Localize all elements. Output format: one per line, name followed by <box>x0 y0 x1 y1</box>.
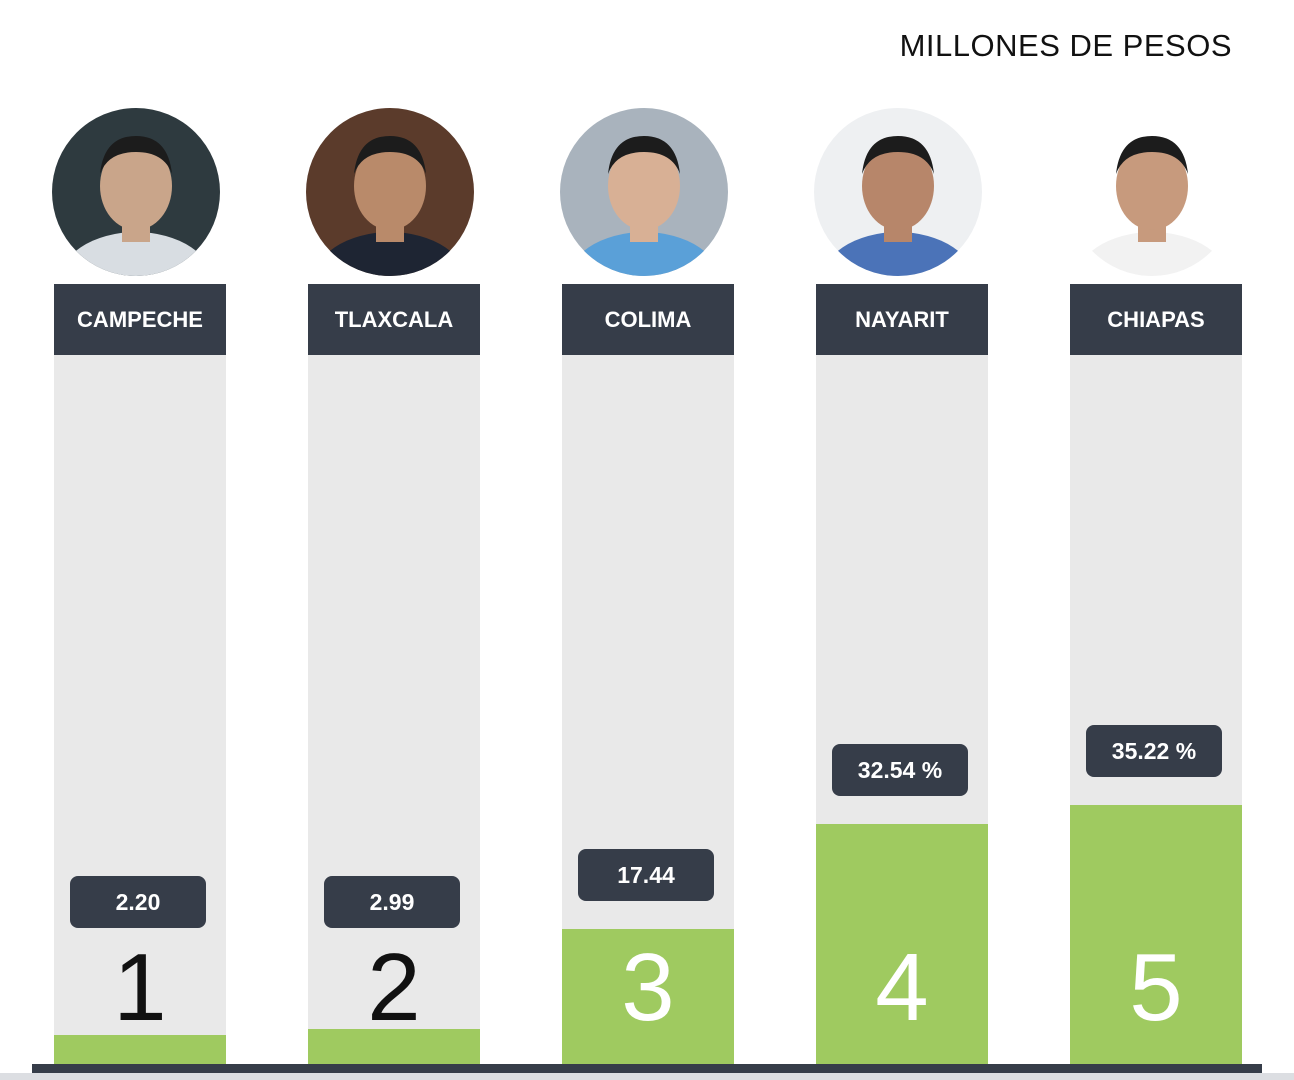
data-label: 17.44 <box>578 849 714 901</box>
bar-column: CHIAPAS 5 <box>1070 284 1242 1065</box>
governor-photo <box>814 108 982 276</box>
data-label: 2.99 <box>324 876 460 928</box>
bar-column: CAMPECHE 1 <box>54 284 226 1065</box>
bar-column: TLAXCALA 2 <box>308 284 480 1065</box>
chart-title: MILLONES DE PESOS <box>899 28 1232 63</box>
bar-column: NAYARIT 4 <box>816 284 988 1065</box>
rank-number: 1 <box>113 934 167 1041</box>
chart-baseline <box>32 1064 1262 1073</box>
governor-photo <box>1068 108 1236 276</box>
data-label: 32.54 % <box>832 744 968 796</box>
bar-column: COLIMA 3 <box>562 284 734 1065</box>
governor-photo <box>306 108 474 276</box>
governor-photo <box>52 108 220 276</box>
rank-number: 5 <box>1129 934 1183 1041</box>
bar <box>308 1029 480 1065</box>
rank-number: 2 <box>367 934 421 1041</box>
bar <box>562 929 734 1065</box>
bar <box>816 824 988 1065</box>
category-label: CAMPECHE <box>54 284 226 355</box>
data-label: 2.20 <box>70 876 206 928</box>
bar <box>54 1035 226 1065</box>
governor-photo <box>560 108 728 276</box>
baseline-shadow <box>0 1073 1294 1080</box>
category-label: CHIAPAS <box>1070 284 1242 355</box>
category-label: COLIMA <box>562 284 734 355</box>
category-label: TLAXCALA <box>308 284 480 355</box>
rank-number: 4 <box>875 934 929 1041</box>
data-label: 35.22 % <box>1086 725 1222 777</box>
bar <box>1070 805 1242 1065</box>
rank-number: 3 <box>621 934 675 1041</box>
category-label: NAYARIT <box>816 284 988 355</box>
